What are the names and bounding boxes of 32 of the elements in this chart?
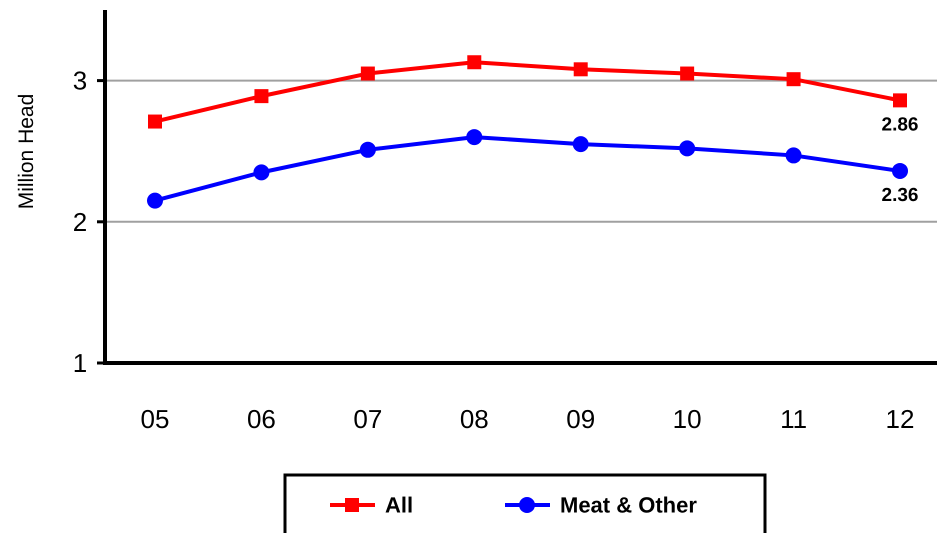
point: [893, 93, 907, 108]
point: [148, 114, 162, 129]
point: [360, 66, 375, 81]
x-tick-label: 09: [566, 404, 596, 434]
point: [466, 129, 482, 146]
point: [679, 140, 696, 156]
point: [467, 55, 482, 70]
x-tick-label: 06: [246, 404, 276, 434]
y-tick-label: 3: [72, 66, 88, 96]
point: [572, 136, 589, 152]
x-tick-label: 07: [353, 404, 382, 434]
data-label: 2.36: [882, 184, 918, 206]
x-tick-label: 11: [780, 404, 808, 434]
x-tick-label: 08: [460, 404, 489, 434]
point: [147, 192, 163, 209]
point: [574, 62, 588, 76]
y-tick-label: 1: [72, 348, 88, 378]
point: [892, 162, 908, 179]
point: [253, 164, 270, 180]
point: [360, 142, 376, 158]
point: [786, 72, 801, 86]
y-axis-title: Million Head: [15, 94, 38, 210]
x-tick-label: 05: [140, 404, 170, 434]
point: [254, 89, 268, 104]
legend-label: All: [385, 492, 414, 518]
x-tick-label: 12: [886, 404, 914, 434]
x-tick-label: 10: [672, 404, 702, 434]
data-label: 2.86: [882, 114, 918, 136]
point: [680, 66, 694, 81]
y-tick-label: 2: [72, 206, 88, 237]
point: [786, 147, 802, 164]
legend-label: Meat & Other: [560, 492, 698, 518]
